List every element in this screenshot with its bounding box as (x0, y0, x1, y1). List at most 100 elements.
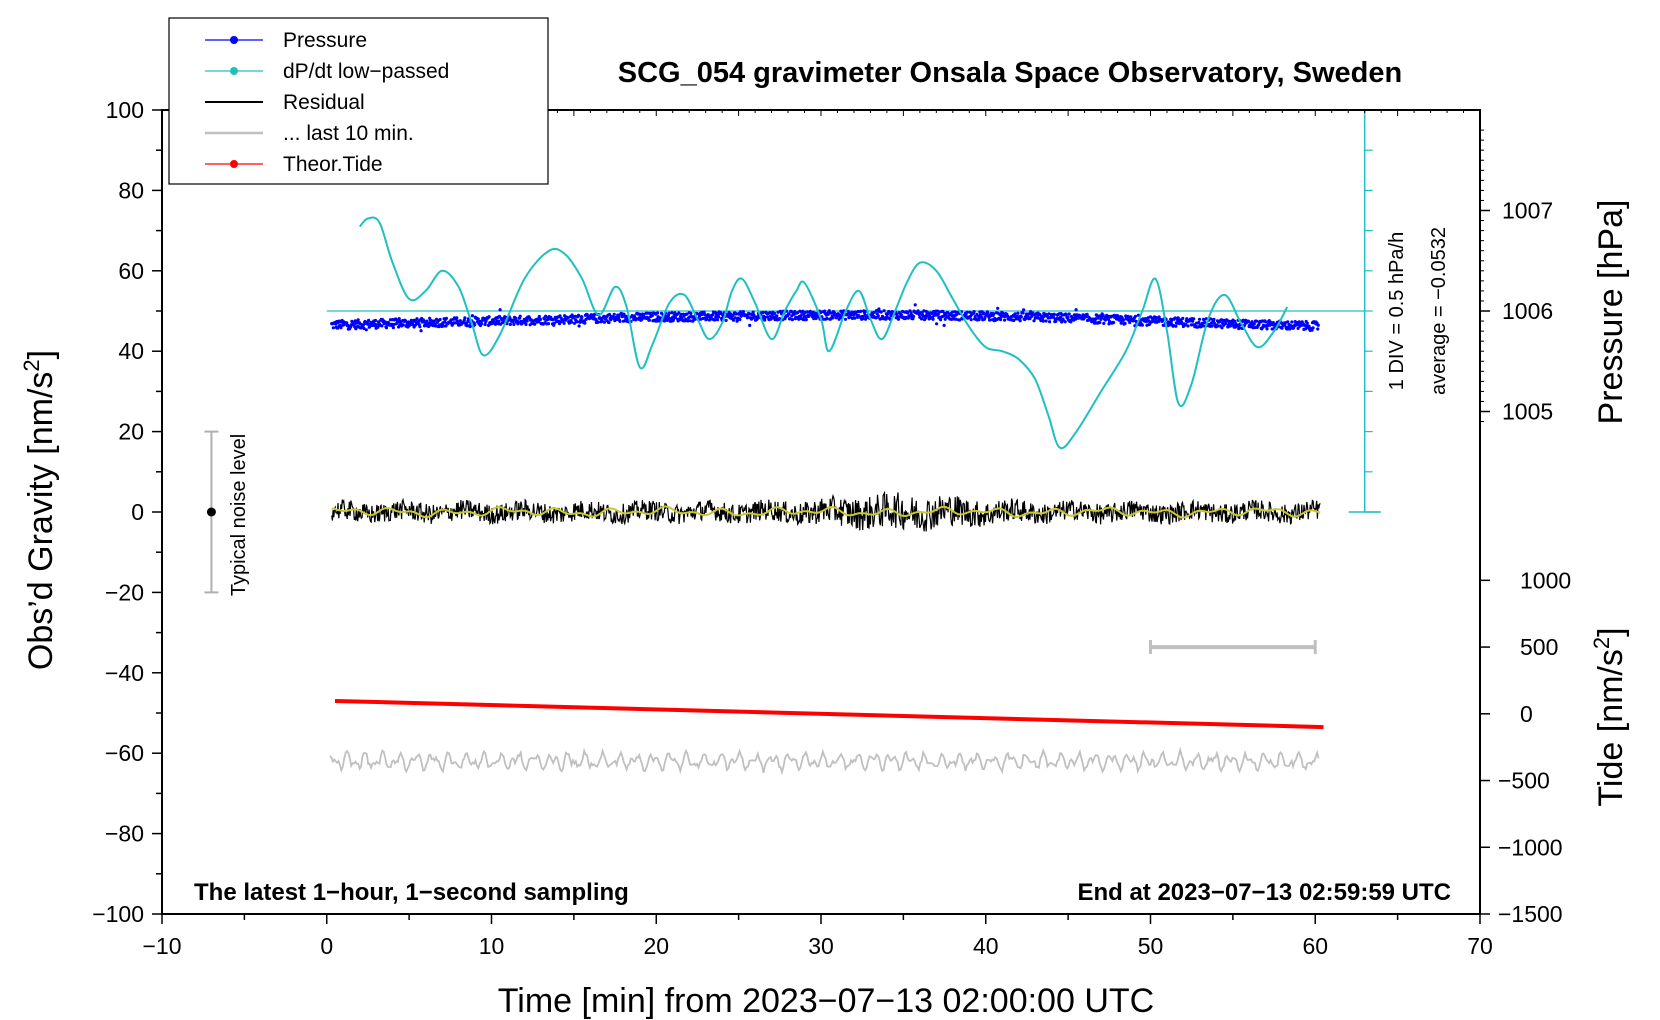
x-tick-label: 20 (643, 933, 669, 959)
y-tick-label: −80 (105, 821, 144, 847)
legend-pressure-marker (230, 36, 238, 44)
pressure-point (1001, 311, 1005, 315)
pressure-point (936, 312, 940, 316)
pressure-point (849, 313, 853, 317)
pressure-point (1280, 326, 1284, 330)
pressure-point (1121, 318, 1125, 322)
pressure-point (1181, 316, 1185, 320)
legend-dpdt-label: dP/dt low−passed (283, 60, 449, 83)
pressure-point (724, 318, 728, 322)
pressure-point (1264, 320, 1268, 324)
pressure-point (487, 315, 491, 319)
pressure-point (1012, 318, 1016, 323)
pressure-point (935, 322, 939, 326)
tide-tick-label: −1000 (1498, 834, 1563, 860)
pressure-tick-label: 1005 (1502, 399, 1553, 425)
pressure-point (624, 314, 628, 318)
y-tick-label: 80 (118, 177, 144, 203)
noise-bar-center (206, 507, 216, 517)
pressure-point (391, 326, 395, 330)
pressure-point (415, 317, 419, 321)
pressure-point (1201, 324, 1205, 328)
pressure-point (1210, 324, 1214, 328)
tide-tick-label: −1500 (1498, 901, 1563, 927)
pressure-point (1039, 314, 1044, 318)
tide-axis-label-main: Tide [nm/s (1592, 649, 1630, 806)
pressure-point (647, 318, 652, 322)
pressure-point (906, 311, 910, 315)
pressure-point (425, 319, 429, 323)
legend-pressure-label: Pressure (283, 29, 367, 52)
pressure-point (1252, 322, 1256, 326)
annotation-average: average = −0.0532 (1428, 227, 1450, 395)
legend-residual-label: Residual (283, 91, 365, 114)
pressure-point (1106, 314, 1110, 318)
pressure-point (1290, 320, 1294, 324)
pressure-point (799, 314, 803, 318)
pressure-point (1250, 320, 1254, 324)
y-tick-label: 20 (118, 419, 144, 445)
pressure-point (463, 316, 467, 320)
pressure-point (1019, 315, 1023, 319)
pressure-point (419, 329, 423, 333)
pressure-point (1058, 315, 1063, 319)
pressure-point (1048, 320, 1052, 324)
x-tick-label: 10 (479, 933, 505, 959)
pressure-point (443, 320, 447, 324)
pressure-point (1021, 311, 1025, 315)
pressure-point (399, 321, 403, 325)
tide-axis-label-close: ] (1592, 627, 1630, 636)
pressure-point (879, 310, 883, 314)
pressure-point (1041, 319, 1045, 323)
pressure-point (1286, 320, 1290, 324)
pressure-point (1220, 326, 1224, 330)
pressure-point (686, 319, 690, 323)
pressure-point (438, 317, 442, 322)
pressure-point (928, 316, 932, 320)
pressure-point (427, 324, 431, 329)
pressure-point (1192, 317, 1196, 321)
pressure-point (768, 311, 772, 315)
pressure-point (711, 313, 715, 317)
tide-tick-label: 0 (1520, 701, 1533, 727)
pressure-point (580, 315, 584, 319)
pressure-point (761, 310, 765, 315)
pressure-point (533, 322, 537, 326)
residual-smoothed-line (331, 505, 1321, 519)
pressure-point (1176, 316, 1180, 320)
pressure-point (831, 316, 835, 320)
legend-tide: Theor.Tide (205, 153, 383, 176)
pressure-point (512, 322, 516, 326)
legend-tide-marker (230, 160, 238, 168)
pressure-point (896, 317, 901, 321)
pressure-point (498, 308, 502, 312)
pressure-point (772, 311, 777, 315)
pressure-point (853, 316, 857, 320)
pressure-point (872, 310, 876, 314)
pressure-point (999, 318, 1003, 322)
x-tick-label: 40 (973, 933, 999, 959)
annotation-bottom-right: End at 2023−07−13 02:59:59 UTC (1077, 879, 1451, 906)
pressure-point (403, 319, 408, 323)
pressure-point (790, 318, 795, 322)
pressure-point (1022, 308, 1026, 312)
pressure-point (689, 311, 693, 315)
y-tick-label: −60 (105, 740, 144, 766)
pressure-point (331, 326, 335, 330)
pressure-point (986, 311, 990, 315)
last10-series-line (329, 746, 1320, 776)
pressure-point (508, 322, 512, 326)
residual-series-line (331, 490, 1321, 532)
pressure-point (1311, 326, 1315, 330)
pressure-point (775, 314, 779, 318)
pressure-point (364, 328, 368, 332)
pressure-point (1064, 313, 1068, 317)
pressure-point (717, 315, 721, 319)
legend-dpdt: dP/dt low−passed (205, 60, 449, 83)
pressure-point (1203, 320, 1207, 325)
pressure-point (455, 319, 459, 323)
pressure-point (418, 325, 422, 329)
pressure-point (1216, 324, 1220, 328)
pressure-point (876, 314, 880, 318)
pressure-point (596, 320, 600, 324)
